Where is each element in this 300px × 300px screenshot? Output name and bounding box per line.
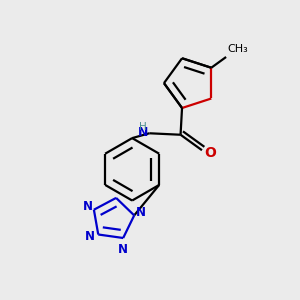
- Text: O: O: [204, 146, 216, 160]
- Text: N: N: [82, 200, 92, 213]
- Text: N: N: [118, 243, 128, 256]
- Text: CH₃: CH₃: [228, 44, 248, 54]
- Text: N: N: [85, 230, 95, 243]
- Text: H: H: [139, 122, 147, 132]
- Text: N: N: [138, 126, 148, 139]
- Text: N: N: [136, 206, 146, 219]
